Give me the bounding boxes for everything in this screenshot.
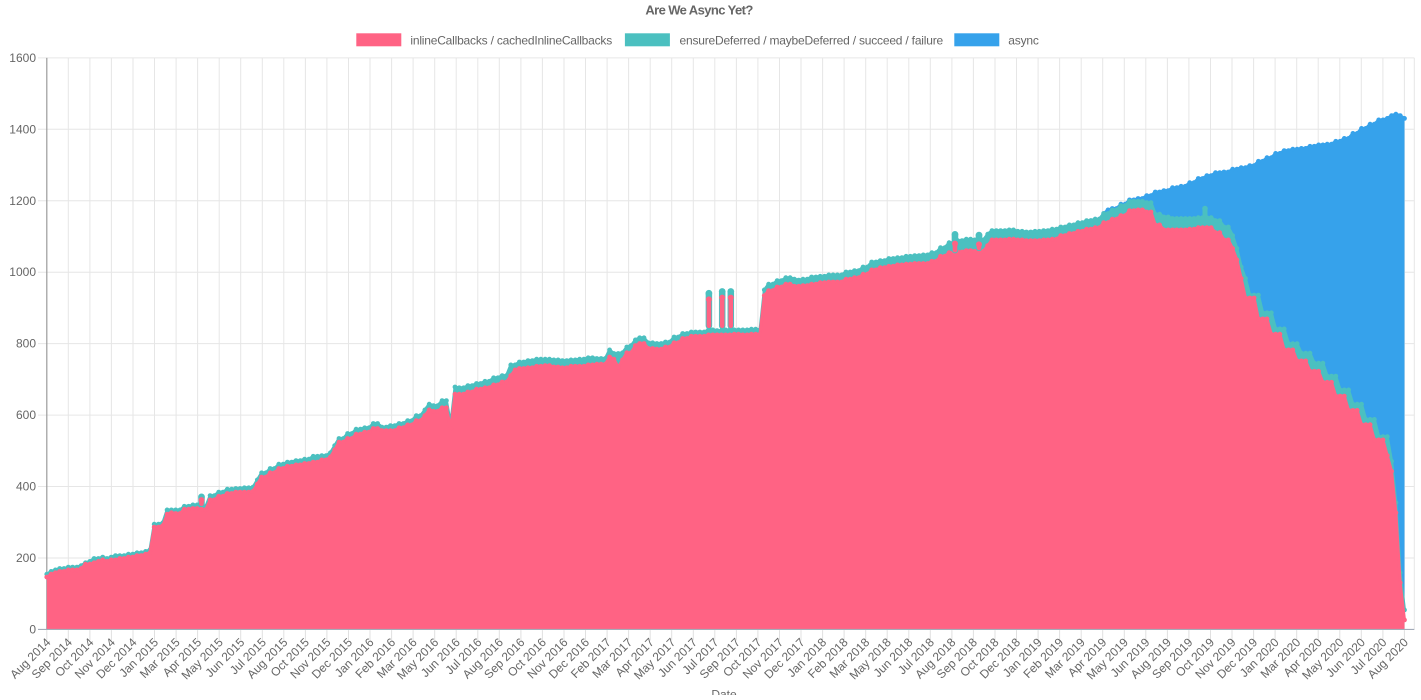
svg-text:1000: 1000 [9,265,36,279]
svg-text:1600: 1600 [9,51,36,65]
svg-text:async: async [1008,33,1039,47]
svg-text:800: 800 [16,337,36,351]
svg-text:1200: 1200 [9,194,36,208]
svg-text:0: 0 [29,622,36,636]
svg-text:200: 200 [16,551,36,565]
svg-text:inlineCallbacks / cachedInline: inlineCallbacks / cachedInlineCallbacks [410,33,612,47]
svg-text:600: 600 [16,408,36,422]
svg-text:1400: 1400 [9,122,36,136]
svg-text:Are We Async Yet?: Are We Async Yet? [645,3,753,18]
svg-text:ensureDeferred / maybeDeferred: ensureDeferred / maybeDeferred / succeed… [680,33,944,47]
svg-text:400: 400 [16,480,36,494]
svg-text:Date: Date [711,688,737,696]
